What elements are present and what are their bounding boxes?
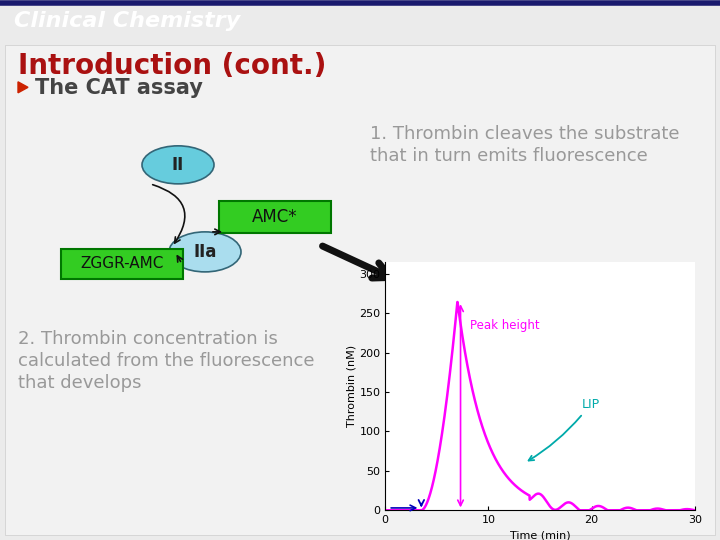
Ellipse shape (142, 146, 214, 184)
Ellipse shape (169, 232, 241, 272)
Text: calculated from the fluorescence: calculated from the fluorescence (18, 352, 315, 370)
Text: AMC*: AMC* (252, 208, 298, 226)
FancyBboxPatch shape (219, 201, 331, 233)
Polygon shape (18, 82, 28, 93)
Text: that develops: that develops (18, 374, 142, 392)
Text: 2. Thrombin concentration is: 2. Thrombin concentration is (18, 330, 278, 348)
Text: LIP: LIP (528, 398, 600, 461)
Text: Clinical Chemistry: Clinical Chemistry (14, 11, 240, 31)
Text: IIa: IIa (193, 243, 217, 261)
Text: Peak height: Peak height (470, 319, 539, 332)
Y-axis label: Thrombin (nM): Thrombin (nM) (346, 345, 356, 427)
Text: that in turn emits fluorescence: that in turn emits fluorescence (370, 147, 648, 165)
X-axis label: Time (min): Time (min) (510, 531, 570, 540)
Text: 1. Thrombin cleaves the substrate: 1. Thrombin cleaves the substrate (370, 125, 680, 143)
FancyBboxPatch shape (61, 249, 183, 279)
Text: The CAT assay: The CAT assay (35, 78, 203, 98)
Text: II: II (172, 156, 184, 174)
FancyBboxPatch shape (5, 45, 715, 535)
Text: ZGGR-AMC: ZGGR-AMC (81, 256, 163, 272)
Text: Introduction (cont.): Introduction (cont.) (18, 52, 326, 80)
